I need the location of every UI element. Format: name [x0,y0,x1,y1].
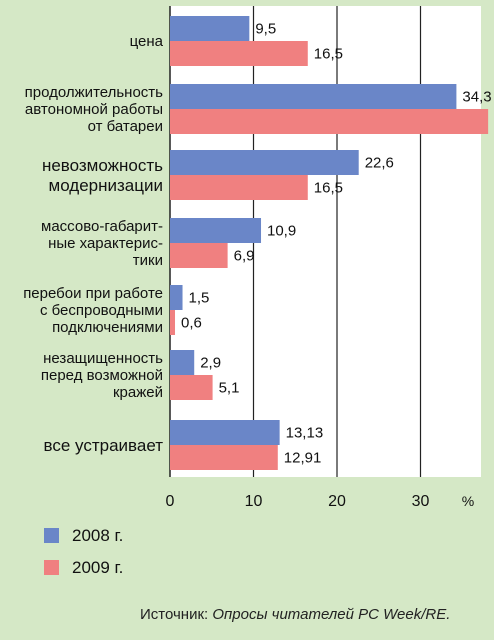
x-tick-10: 10 [245,493,263,510]
bar-2008-2 [170,150,359,175]
bar-2008-6 [170,420,280,445]
legend-swatch-2008 [44,528,59,543]
bar-2009-2 [170,175,308,200]
category-label-2: невозможность модернизации [42,156,163,195]
x-tick-20: 20 [328,493,346,510]
bar-2009-3 [170,243,228,268]
bars-group: 9,516,534,338,122,616,510,96,91,50,62,95… [170,16,492,470]
x-axis-ticks: 0 10 20 30% [166,493,475,510]
value-label-2008-1: 34,3 [462,89,491,106]
value-label-2009-4: 0,6 [181,315,202,332]
category-label-5: незащищенность перед возможной кражей [41,350,163,401]
source-prefix: Источник: [140,606,212,623]
value-label-2009-0: 16,5 [314,46,343,63]
category-label-4: перебои при работе с беспроводными подключ… [23,285,163,336]
value-label-2008-2: 22,6 [365,155,394,172]
source-text: Опросы читателей PC Week/RE. [212,606,450,623]
value-label-2009-2: 16,5 [314,180,343,197]
bar-2008-5 [170,350,195,375]
bar-2009-0 [170,41,308,66]
category-label-6: все устраивает [44,436,164,455]
value-label-2008-6: 13,13 [286,425,324,442]
x-tick-0: 0 [166,493,175,510]
x-tick-30: 30 [412,493,430,510]
value-label-2009-5: 5,1 [219,380,240,397]
legend-label-2008: 2008 г. [72,526,123,545]
value-label-2009-6: 12,91 [284,450,322,467]
bar-2009-1 [170,109,489,134]
value-label-2008-4: 1,5 [189,290,210,307]
legend-label-2009: 2009 г. [72,558,123,577]
bar-2009-6 [170,445,278,470]
bar-2009-4 [170,310,176,335]
value-label-2008-3: 10,9 [267,223,296,240]
x-unit-label: % [462,493,474,509]
value-label-2009-3: 6,9 [234,248,255,265]
category-label-1: продолжительность автономной работы от бат… [25,84,164,135]
bar-2008-3 [170,218,262,243]
bar-2008-0 [170,16,250,41]
value-label-2008-0: 9,5 [255,21,276,38]
category-label-3: массово-габарит-ные характерис-тики [41,218,163,269]
legend: 2008 г. 2009 г. [44,526,123,577]
bar-2008-1 [170,84,457,109]
legend-swatch-2009 [44,560,59,575]
value-label-2008-5: 2,9 [200,355,221,372]
source-note: Источник: Опросы читателей PC Week/RE. [140,606,450,623]
category-labels: цена продолжительность автономной работы от… [23,33,163,455]
bar-2008-4 [170,285,183,310]
category-label-0: цена [130,33,164,50]
bar-2009-5 [170,375,213,400]
